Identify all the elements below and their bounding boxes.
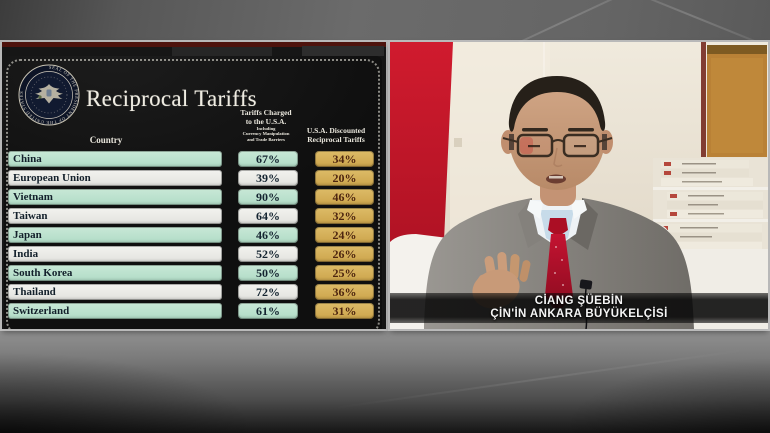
tariff-row: Thailand 72% 36% [8, 284, 376, 300]
face [509, 86, 605, 190]
hair [508, 76, 606, 132]
book-stack [667, 192, 763, 218]
country-cell: Switzerland [8, 303, 222, 319]
country-cell: Japan [8, 227, 222, 243]
discounted-cell: 26% [315, 246, 374, 262]
tariff-row: Vietnam 90% 46% [8, 189, 376, 205]
discounted-cell: 46% [315, 189, 374, 205]
tariff-rows: China 67% 34% European Union 39% 20% Vie… [8, 151, 376, 322]
eye [528, 145, 540, 148]
eyebrow [522, 128, 548, 132]
caption-name: CİANG ŞÜEBİN [534, 295, 624, 307]
country-cell: Vietnam [8, 189, 222, 205]
discounted-header-line: U.S.A. Discounted [306, 126, 366, 135]
charged-header-subline: Including [256, 126, 276, 131]
lower-third-caption: CİANG ŞÜEBİN ÇİN'İN ANKARA BÜYÜKELÇİSİ [390, 293, 768, 323]
tariff-row: Japan 46% 24% [8, 227, 376, 243]
country-cell: South Korea [8, 265, 222, 281]
discounted-cell: 24% [315, 227, 374, 243]
wall-seam [543, 42, 545, 82]
tie-knot [548, 218, 568, 237]
charged-cell: 52% [238, 246, 298, 262]
book-stack [661, 160, 753, 186]
presidential-seal-icon: SEAL OF THE PRESIDENT OF THE UNITED STAT… [18, 64, 80, 126]
teeth [549, 176, 563, 179]
column-header-discounted: U.S.A. Discounted Reciprocal Tariffs [286, 126, 386, 144]
sideburn [509, 134, 514, 150]
discounted-cell: 34% [315, 151, 374, 167]
charged-cell: 90% [238, 189, 298, 205]
lapel-right [570, 198, 598, 250]
discounted-cell: 31% [315, 303, 374, 319]
discounted-cell: 25% [315, 265, 374, 281]
country-cell: European Union [8, 170, 222, 186]
charged-cell: 61% [238, 303, 298, 319]
interview-scene [390, 42, 768, 329]
board-title: Reciprocal Tariffs [86, 86, 257, 111]
necktie [545, 234, 573, 308]
tariff-row: European Union 39% 20% [8, 170, 376, 186]
country-cell: Thailand [8, 284, 222, 300]
country-cell: China [8, 151, 222, 167]
collar-right [571, 200, 587, 219]
mouth [546, 174, 566, 184]
column-header-country: Country [89, 135, 123, 145]
backdrop-shape [302, 46, 384, 56]
collar-left [527, 200, 543, 219]
eyebrow [568, 128, 594, 132]
caption-title: ÇİN'İN ANKARA BÜYÜKELÇİSİ [490, 308, 668, 320]
tariff-row: China 67% 34% [8, 151, 376, 167]
tariff-board: SEAL OF THE PRESIDENT OF THE UNITED STAT… [4, 56, 382, 329]
country-cell: Taiwan [8, 208, 222, 224]
charged-cell: 64% [238, 208, 298, 224]
wall-outlet [454, 138, 462, 147]
tariff-row: Switzerland 61% 31% [8, 303, 376, 319]
tariff-row: India 52% 26% [8, 246, 376, 262]
charged-cell: 46% [238, 227, 298, 243]
eye [574, 145, 586, 148]
right-video-panel: CİANG ŞÜEBİN ÇİN'İN ANKARA BÜYÜKELÇİSİ [390, 42, 768, 329]
country-cell: India [8, 246, 222, 262]
studio-background-top [0, 0, 770, 42]
door-frame-strip [701, 42, 706, 157]
charged-header-line: Tariffs Charged [240, 108, 292, 117]
tariff-row: Taiwan 64% 32% [8, 208, 376, 224]
charged-cell: 67% [238, 151, 298, 167]
discounted-cell: 20% [315, 170, 374, 186]
nose [553, 147, 563, 168]
charged-cell: 39% [238, 170, 298, 186]
backdrop-shape [172, 47, 272, 56]
charged-header-subline: Currency Manipulation [242, 131, 290, 137]
charged-cell: 50% [238, 265, 298, 281]
charged-cell: 72% [238, 284, 298, 300]
discounted-header-line: Reciprocal Tariffs [307, 134, 365, 144]
left-video-panel: SEAL OF THE PRESIDENT OF THE UNITED STAT… [2, 42, 386, 329]
charged-header-line: to the U.S.A. [245, 116, 287, 126]
sideburn [602, 134, 607, 150]
tariff-row: South Korea 50% 25% [8, 265, 376, 281]
column-header-charged: Tariffs Charged to the U.S.A. Including … [214, 108, 318, 142]
discounted-cell: 36% [315, 284, 374, 300]
video-top-strip [2, 42, 386, 47]
studio-background-bottom [0, 329, 770, 433]
lapel-left [518, 198, 544, 248]
hanging-board [707, 45, 767, 157]
charged-header-subline: and Trade Barriers [247, 136, 285, 142]
discounted-cell: 32% [315, 208, 374, 224]
